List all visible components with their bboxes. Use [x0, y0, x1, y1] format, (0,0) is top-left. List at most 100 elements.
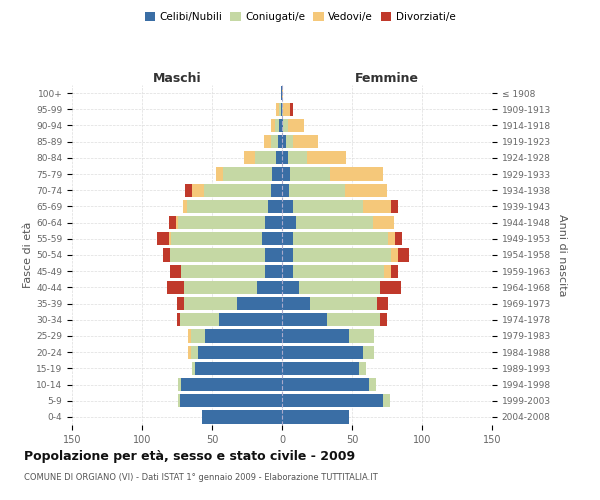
- Bar: [265, 216, 282, 230]
- Bar: [282, 119, 283, 132]
- Bar: [282, 232, 293, 245]
- Bar: [282, 378, 369, 391]
- Bar: [275, 119, 279, 132]
- Y-axis label: Fasce di età: Fasce di età: [23, 222, 33, 288]
- Bar: [398, 248, 409, 262]
- Bar: [202, 410, 282, 424]
- Bar: [283, 102, 290, 116]
- Bar: [272, 168, 282, 180]
- Y-axis label: Anni di nascita: Anni di nascita: [557, 214, 566, 296]
- Bar: [293, 264, 384, 278]
- Bar: [177, 313, 180, 326]
- Bar: [265, 248, 282, 262]
- Bar: [307, 151, 346, 164]
- Bar: [185, 184, 193, 197]
- Bar: [391, 200, 398, 213]
- Bar: [205, 330, 282, 342]
- Bar: [172, 232, 262, 245]
- Bar: [391, 248, 398, 262]
- Bar: [184, 280, 257, 294]
- Bar: [178, 216, 265, 230]
- Bar: [282, 362, 359, 375]
- Bar: [237, 297, 282, 310]
- Bar: [369, 378, 376, 391]
- Bar: [388, 232, 395, 245]
- Bar: [282, 330, 349, 342]
- Bar: [282, 102, 283, 116]
- Bar: [223, 168, 272, 180]
- Bar: [281, 102, 282, 116]
- Bar: [193, 184, 203, 197]
- Bar: [287, 119, 304, 132]
- Bar: [184, 297, 237, 310]
- Bar: [176, 216, 178, 230]
- Bar: [264, 135, 271, 148]
- Bar: [282, 184, 289, 197]
- Bar: [180, 313, 219, 326]
- Bar: [277, 102, 279, 116]
- Text: Femmine: Femmine: [355, 72, 419, 85]
- Bar: [279, 119, 282, 132]
- Bar: [395, 232, 403, 245]
- Bar: [282, 346, 363, 359]
- Bar: [289, 184, 345, 197]
- Bar: [262, 232, 282, 245]
- Bar: [191, 330, 205, 342]
- Bar: [181, 264, 265, 278]
- Bar: [282, 297, 310, 310]
- Bar: [359, 362, 366, 375]
- Bar: [188, 346, 191, 359]
- Bar: [163, 248, 170, 262]
- Bar: [282, 216, 296, 230]
- Bar: [265, 264, 282, 278]
- Bar: [290, 168, 329, 180]
- Bar: [282, 248, 293, 262]
- Bar: [282, 200, 293, 213]
- Bar: [282, 313, 327, 326]
- Bar: [327, 313, 380, 326]
- Bar: [377, 297, 388, 310]
- Bar: [188, 330, 191, 342]
- Bar: [286, 135, 293, 148]
- Bar: [282, 410, 349, 424]
- Bar: [256, 151, 277, 164]
- Bar: [178, 378, 181, 391]
- Bar: [257, 280, 282, 294]
- Bar: [216, 168, 223, 180]
- Bar: [157, 232, 169, 245]
- Bar: [290, 102, 293, 116]
- Bar: [268, 200, 282, 213]
- Bar: [191, 346, 198, 359]
- Bar: [244, 151, 256, 164]
- Bar: [278, 135, 282, 148]
- Bar: [277, 151, 282, 164]
- Text: COMUNE DI ORGIANO (VI) - Dati ISTAT 1° gennaio 2009 - Elaborazione TUTTITALIA.IT: COMUNE DI ORGIANO (VI) - Dati ISTAT 1° g…: [24, 472, 378, 482]
- Legend: Celibi/Nubili, Coniugati/e, Vedovi/e, Divorziati/e: Celibi/Nubili, Coniugati/e, Vedovi/e, Di…: [140, 8, 460, 26]
- Bar: [193, 362, 195, 375]
- Bar: [363, 200, 391, 213]
- Bar: [329, 168, 383, 180]
- Bar: [299, 280, 380, 294]
- Bar: [380, 280, 401, 294]
- Bar: [345, 184, 387, 197]
- Bar: [283, 119, 287, 132]
- Bar: [293, 248, 391, 262]
- Bar: [282, 280, 299, 294]
- Bar: [282, 168, 290, 180]
- Bar: [383, 394, 390, 407]
- Text: Popolazione per età, sesso e stato civile - 2009: Popolazione per età, sesso e stato civil…: [24, 450, 355, 463]
- Bar: [178, 394, 180, 407]
- Bar: [219, 313, 282, 326]
- Bar: [177, 297, 184, 310]
- Bar: [282, 86, 283, 100]
- Bar: [373, 216, 394, 230]
- Bar: [296, 216, 373, 230]
- Bar: [363, 346, 374, 359]
- Bar: [380, 313, 387, 326]
- Bar: [293, 135, 319, 148]
- Bar: [282, 264, 293, 278]
- Bar: [287, 151, 307, 164]
- Bar: [271, 184, 282, 197]
- Bar: [391, 264, 398, 278]
- Bar: [180, 394, 282, 407]
